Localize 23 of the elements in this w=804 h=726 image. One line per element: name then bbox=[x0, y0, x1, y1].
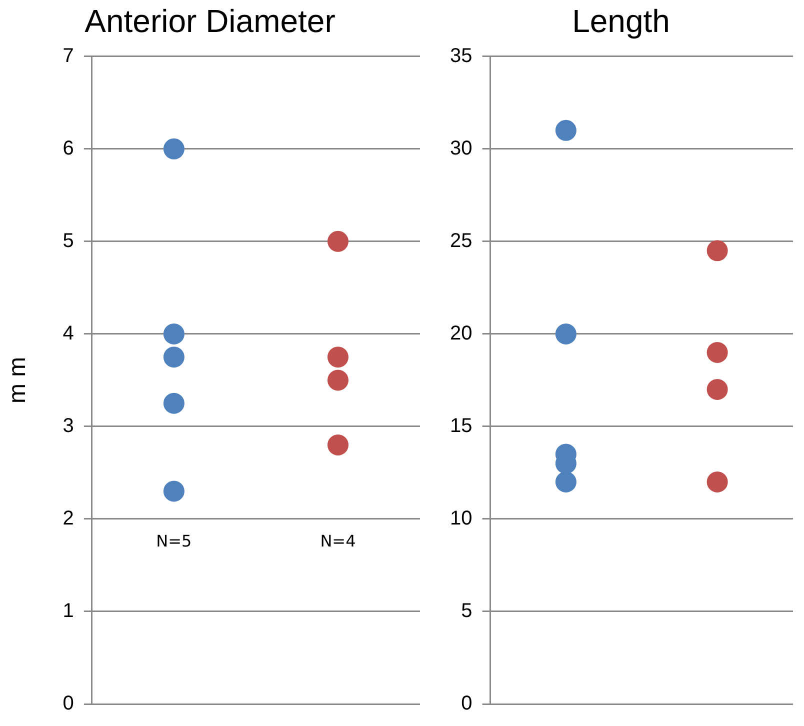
y-tick-label: 4 bbox=[62, 322, 74, 344]
chart-title: Length bbox=[572, 3, 670, 40]
annotation: N=4 bbox=[320, 531, 356, 550]
point bbox=[555, 471, 576, 492]
y-tick-label: 25 bbox=[450, 230, 472, 252]
y-axis-title: m m bbox=[4, 356, 32, 404]
y-tick-label: 10 bbox=[450, 507, 472, 530]
annotation: N=5 bbox=[156, 531, 192, 550]
y-tick-label: 20 bbox=[450, 322, 472, 344]
y-tick-label: 3 bbox=[62, 414, 74, 437]
y-tick-label: 5 bbox=[62, 230, 74, 252]
y-tick-label: 0 bbox=[461, 692, 472, 715]
y-tick-label: 7 bbox=[62, 44, 74, 67]
y-tick-label: 0 bbox=[62, 692, 74, 715]
y-tick-label: 6 bbox=[62, 137, 74, 160]
y-tick-label: 30 bbox=[450, 137, 472, 160]
y-tick-label: 35 bbox=[450, 44, 472, 67]
y-tick-label: 5 bbox=[461, 600, 472, 622]
chart-title: Anterior Diameter bbox=[84, 3, 336, 40]
y-tick-label: 1 bbox=[62, 600, 74, 622]
y-tick-label: 15 bbox=[450, 414, 472, 437]
point bbox=[163, 480, 184, 502]
y-tick-label: 2 bbox=[62, 507, 74, 530]
